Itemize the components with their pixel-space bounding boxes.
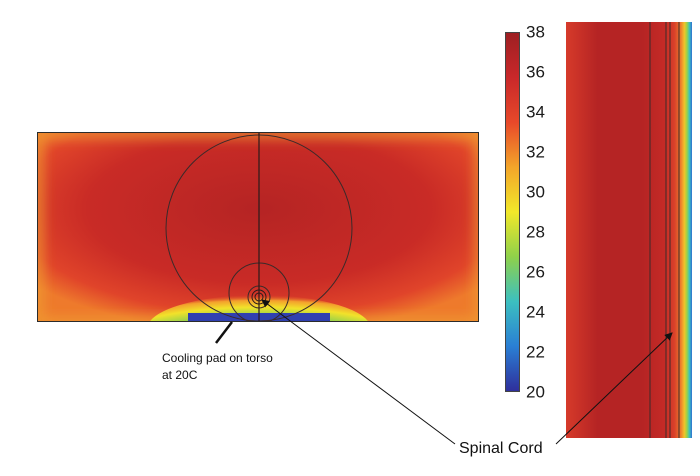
- cooling-pad-label: Cooling pad on torso at 20C: [162, 351, 273, 382]
- colorbar-tick-20: 20: [526, 382, 545, 402]
- colorbar-tick-22: 22: [526, 342, 545, 362]
- colorbar-tick-28: 28: [526, 222, 545, 242]
- colorbar-tick-26: 26: [526, 262, 545, 282]
- colorbar-tick-30: 30: [526, 182, 545, 202]
- colorbar-tick-32: 32: [526, 142, 545, 162]
- spinal-cord-label: Spinal Cord: [459, 440, 543, 457]
- colorbar-tick-36: 36: [526, 62, 545, 82]
- cooling-pad-pointer: [215, 321, 233, 344]
- colorbar-tick-24: 24: [526, 302, 545, 322]
- torso-cross-section: [37, 132, 479, 322]
- colorbar-tick-34: 34: [526, 102, 545, 122]
- sagittal-heat-field: [566, 22, 692, 438]
- temperature-colorbar: [505, 32, 520, 392]
- sagittal-slice: [566, 22, 692, 438]
- colorbar-tick-38: 38: [526, 22, 545, 42]
- colorbar-tick-labels: 38 36 34 32 30 28 26 24 22 20: [522, 24, 562, 401]
